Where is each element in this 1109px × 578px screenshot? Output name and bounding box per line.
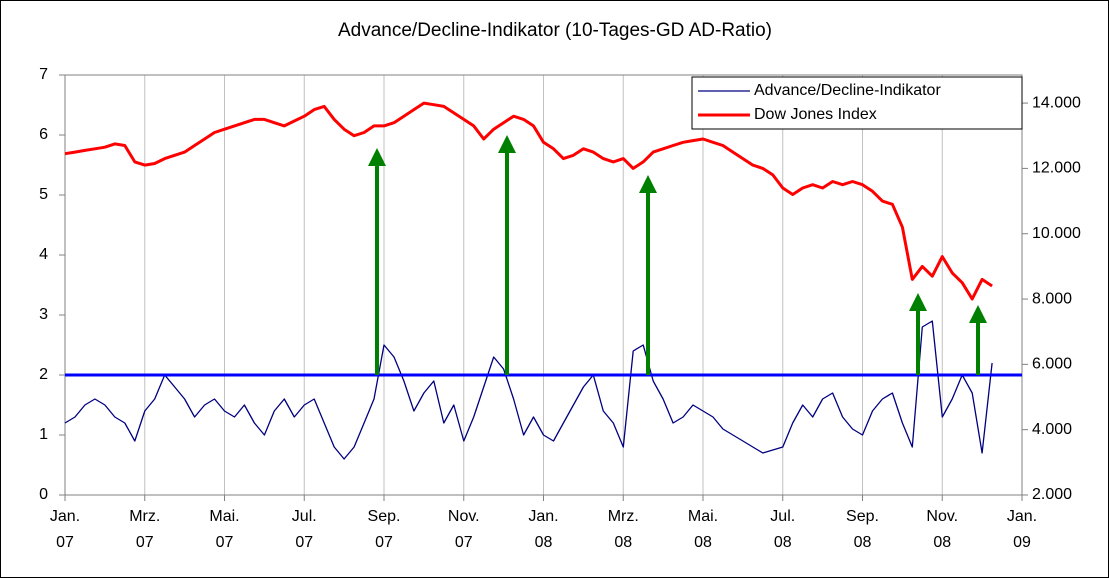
series-line	[64, 101, 993, 301]
x-tick-label: Jul. 07	[291, 508, 317, 551]
legend-label: Advance/Decline-Indikator	[754, 82, 941, 99]
x-tick-label: Jul. 08	[770, 508, 796, 551]
series-line	[64, 320, 993, 460]
arrows	[368, 135, 987, 375]
y2-tick-label: 14.000	[1032, 94, 1081, 111]
plot-area	[64, 74, 1023, 496]
arrow-head	[969, 305, 987, 323]
y2-tick-label: 8.000	[1032, 290, 1072, 307]
y-tick-label: 5	[39, 186, 48, 203]
legend-box	[691, 76, 1023, 130]
x-tick-label: Mai. 08	[687, 508, 719, 551]
y2-tick-label: 4.000	[1032, 421, 1072, 438]
x-tick-label: Jan. 09	[1006, 508, 1038, 551]
y2-tick-label: 12.000	[1032, 160, 1081, 177]
chart-title: Advance/Decline-Indikator (10-Tages-GD A…	[338, 20, 772, 41]
x-tick-label: Mrz. 08	[607, 508, 639, 551]
x-tick-label: Sep. 08	[846, 508, 879, 551]
x-tick-label: Jan. 07	[49, 508, 81, 551]
y-tick-label: 4	[39, 246, 48, 263]
arrow-head	[368, 148, 386, 166]
x-tick-label: Mrz. 07	[129, 508, 161, 551]
arrow-head	[909, 293, 927, 311]
y2-tick-label: 6.000	[1032, 356, 1072, 373]
x-tick-label: Jan. 08	[528, 508, 559, 551]
y2-tick-label: 10.000	[1032, 225, 1081, 242]
y-tick-label: 6	[39, 126, 48, 143]
x-tick-label: Mai. 07	[209, 508, 240, 551]
y-tick-label: 2	[39, 366, 48, 383]
arrow-head	[498, 135, 516, 153]
y-tick-label: 3	[39, 306, 48, 323]
x-tick-label: Nov. 08	[926, 508, 959, 551]
x-tick-label: Sep. 07	[367, 508, 401, 551]
y-tick-label: 0	[39, 486, 48, 503]
x-tick-label: Nov. 07	[447, 508, 480, 551]
y-tick-label: 7	[39, 66, 48, 83]
y-tick-label: 1	[39, 426, 48, 443]
legend-label: Dow Jones Index	[754, 106, 877, 123]
arrow-head	[639, 175, 657, 193]
y2-tick-label: 2.000	[1032, 486, 1072, 503]
